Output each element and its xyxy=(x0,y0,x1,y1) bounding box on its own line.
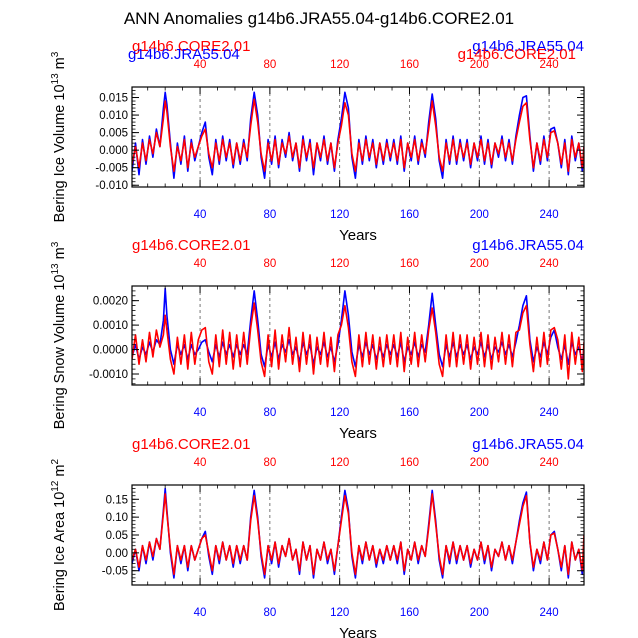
legend-right: g14b6.JRA55.04 xyxy=(472,237,584,254)
y-axis-label-unit-exponent: 3 xyxy=(50,241,61,247)
x-tick-label-bottom: 240 xyxy=(540,209,559,221)
y-axis-label-unit: m xyxy=(52,247,68,263)
x-tick-label-bottom: 200 xyxy=(470,607,489,619)
x-tick-label-bottom: 80 xyxy=(263,209,276,221)
y-axis-label-main: Bering Ice Volume 10 xyxy=(52,84,68,222)
y-tick-label: 0.05 xyxy=(106,530,128,542)
x-tick-label-top: 240 xyxy=(540,59,559,71)
y-axis-label-unit-exponent: 3 xyxy=(50,51,61,57)
x-tick-label-top: 200 xyxy=(470,457,489,469)
x-tick-label-top: 200 xyxy=(470,59,489,71)
panels-container: -0.010 -0.005 0.000 0.005 0.010 0.015 40 40 80 80… xyxy=(50,38,585,638)
x-tick-label-top: 80 xyxy=(263,457,276,469)
series-line xyxy=(132,493,584,576)
y-axis-label-unit-exponent: 2 xyxy=(50,459,61,465)
x-tick-label-top: 40 xyxy=(194,457,207,469)
x-axis-label: Years xyxy=(339,625,377,638)
x-tick-label-top: 240 xyxy=(540,258,559,270)
legend-left: g14b6.CORE2.01 xyxy=(132,436,250,453)
x-tick-label-bottom: 240 xyxy=(540,407,559,419)
chart-panel-2: -0.0010 0.0000 0.0010 0.0020 40 40 80 80 120 120 1… xyxy=(50,237,585,442)
x-tick-label-bottom: 40 xyxy=(194,607,207,619)
figure-title: ANN Anomalies g14b6.JRA55.04-g14b6.CORE2… xyxy=(124,9,514,28)
y-tick-label: 0.005 xyxy=(99,128,128,140)
x-tick-label-bottom: 200 xyxy=(470,209,489,221)
y-tick-label: -0.05 xyxy=(102,566,128,578)
x-tick-label-top: 160 xyxy=(400,59,419,71)
x-tick-label-bottom: 120 xyxy=(330,209,349,221)
x-tick-label-top: 120 xyxy=(330,457,349,469)
y-tick-label: -0.005 xyxy=(95,163,128,175)
legend-left: g14b6.CORE2.01 xyxy=(132,237,250,254)
chart-panel-1: -0.010 -0.005 0.000 0.005 0.010 0.015 40 40 80 80… xyxy=(50,38,585,244)
x-tick-label-top: 160 xyxy=(400,258,419,270)
x-tick-label-bottom: 120 xyxy=(330,607,349,619)
y-axis-label-exponent: 13 xyxy=(50,73,61,85)
x-tick-label-top: 120 xyxy=(330,258,349,270)
series-line xyxy=(132,302,584,380)
chart-panel-3: -0.05 0.00 0.05 0.10 0.15 40 40 80 80 120 120 160 16… xyxy=(50,436,585,638)
y-axis-label: Bering Ice Area 1012 m2 xyxy=(50,459,68,612)
x-tick-label-top: 40 xyxy=(194,258,207,270)
y-axis-label-main: Bering Snow Volume 10 xyxy=(52,275,68,430)
y-tick-label: 0.010 xyxy=(99,110,128,122)
y-axis-label-unit: m xyxy=(52,57,68,73)
x-axis-label: Years xyxy=(339,425,377,442)
y-tick-label: 0.0010 xyxy=(93,320,128,332)
y-axis-label-main: Bering Ice Area 10 xyxy=(52,492,68,611)
y-tick-label: -0.0010 xyxy=(89,369,128,381)
x-tick-label-top: 200 xyxy=(470,258,489,270)
y-tick-label: 0.0000 xyxy=(93,345,128,357)
x-tick-label-bottom: 160 xyxy=(400,407,419,419)
legend-left: g14b6.CORE2.01 xyxy=(132,38,250,55)
y-axis-label-unit: m xyxy=(52,465,68,481)
x-tick-label-top: 120 xyxy=(330,59,349,71)
y-tick-label: 0.015 xyxy=(99,93,128,105)
x-tick-label-bottom: 80 xyxy=(263,607,276,619)
y-tick-label: 0.0020 xyxy=(93,296,128,308)
x-tick-label-bottom: 40 xyxy=(194,209,207,221)
x-tick-label-top: 240 xyxy=(540,457,559,469)
y-tick-label: 0.15 xyxy=(106,494,128,506)
y-tick-label: 0.00 xyxy=(106,548,128,560)
x-tick-label-top: 80 xyxy=(263,258,276,270)
x-tick-label-top: 80 xyxy=(263,59,276,71)
plot-frame xyxy=(131,285,585,386)
legend-right: g14b6.JRA55.04 xyxy=(472,436,584,453)
x-tick-label-bottom: 160 xyxy=(400,209,419,221)
y-axis-label-exponent: 13 xyxy=(50,263,61,275)
y-tick-label: 0.000 xyxy=(99,145,128,157)
x-tick-label-bottom: 120 xyxy=(330,407,349,419)
x-tick-label-bottom: 160 xyxy=(400,607,419,619)
x-axis-label: Years xyxy=(339,227,377,244)
y-tick-label: 0.10 xyxy=(106,512,128,524)
y-axis-label: Bering Snow Volume 1013 m3 xyxy=(50,241,68,429)
y-tick-label: -0.010 xyxy=(95,180,128,192)
series-line xyxy=(132,98,584,172)
plot-frame xyxy=(131,86,585,188)
legend-right-overlay: g14b6.CORE2.01 xyxy=(458,46,576,63)
y-axis-label: Bering Ice Volume 1013 m3 xyxy=(50,51,68,222)
x-tick-label-top: 40 xyxy=(194,59,207,71)
legend-right: g14b6.JRA55.04 xyxy=(472,38,584,55)
y-axis-label-exponent: 12 xyxy=(50,480,61,492)
legend-left-overlay: g14b6.JRA55.04 xyxy=(128,46,240,63)
x-tick-label-bottom: 200 xyxy=(470,407,489,419)
x-tick-label-bottom: 240 xyxy=(540,607,559,619)
x-tick-label-bottom: 40 xyxy=(194,407,207,419)
x-tick-label-bottom: 80 xyxy=(263,407,276,419)
x-tick-label-top: 160 xyxy=(400,457,419,469)
